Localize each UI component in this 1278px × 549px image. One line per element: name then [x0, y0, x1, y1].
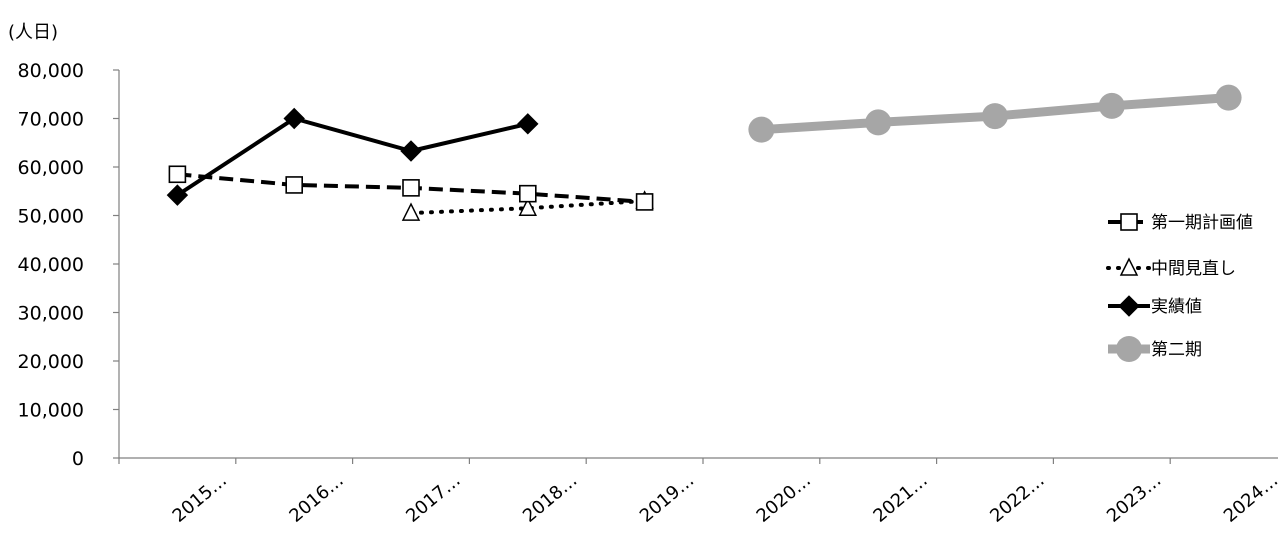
data-point	[748, 116, 775, 143]
x-tick-label: 2018…	[519, 470, 581, 527]
x-tick-label: 2019…	[636, 470, 698, 527]
legend-item: 実績値	[1108, 295, 1202, 317]
legend-item: 第二期	[1108, 336, 1202, 362]
series-diamond	[166, 107, 539, 206]
legend-label: 第二期	[1151, 340, 1202, 360]
axes: 0 10,000 20,000 30,000 40,000 50,000 60,000 70,…	[18, 60, 1278, 527]
series-circle	[748, 84, 1242, 143]
y-tick-label: 20,000	[18, 351, 84, 373]
data-point	[285, 176, 304, 194]
legend-marker	[1120, 213, 1138, 231]
y-tick-label: 10,000	[18, 400, 84, 422]
data-point	[1215, 84, 1242, 111]
series-line	[176, 116, 529, 197]
y-tick-label: 60,000	[18, 157, 84, 179]
y-tick-label: 50,000	[18, 206, 84, 228]
data-point	[166, 184, 189, 206]
legend-label: 中間見直し	[1151, 259, 1236, 279]
y-unit-label: (人日)	[8, 22, 58, 43]
y-tick-label: 80,000	[18, 60, 84, 82]
legend-item: 第一期計画値	[1108, 213, 1253, 233]
data-point	[635, 193, 654, 211]
x-tick-label: 2022…	[986, 470, 1048, 527]
data-point	[1098, 92, 1125, 119]
series-layer	[166, 84, 1242, 221]
legend-label: 実績値	[1151, 297, 1202, 317]
x-tick-label: 2016…	[285, 470, 347, 527]
data-point	[517, 113, 539, 135]
series-square	[168, 165, 654, 211]
legend-marker	[1118, 295, 1140, 317]
data-point	[402, 179, 420, 197]
legend-item: 中間見直し	[1106, 257, 1236, 279]
x-tick-label: 2015…	[169, 470, 231, 527]
x-tick-label: 2017…	[402, 470, 464, 527]
y-tick-label: 40,000	[18, 254, 84, 276]
data-point	[401, 202, 421, 221]
y-tick-label: 0	[72, 448, 84, 470]
x-tick-label: 2020…	[753, 470, 815, 527]
legend-marker	[1116, 336, 1142, 362]
data-point	[283, 107, 305, 130]
x-tick-label: 2023…	[1103, 470, 1165, 527]
x-tick-label: 2024…	[1220, 470, 1278, 527]
y-tick-label: 30,000	[18, 303, 84, 325]
data-point	[518, 197, 538, 216]
data-point	[400, 140, 422, 162]
data-point	[982, 103, 1008, 130]
series-line	[409, 198, 647, 216]
y-tick-label: 70,000	[18, 109, 84, 131]
legend-marker	[1119, 257, 1139, 276]
data-point	[518, 184, 537, 203]
legend-label: 第一期計画値	[1151, 213, 1253, 233]
data-point	[168, 165, 187, 184]
x-tick-label: 2021…	[869, 470, 931, 527]
data-point	[865, 109, 892, 136]
